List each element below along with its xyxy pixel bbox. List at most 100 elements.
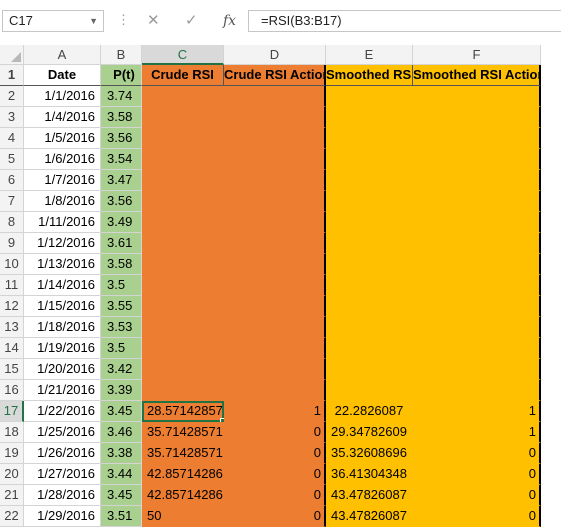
cell-crude-rsi-action[interactable]: 0 bbox=[224, 464, 326, 485]
cell-date[interactable]: 1/19/2016 bbox=[24, 338, 101, 359]
cell-date[interactable]: 1/15/2016 bbox=[24, 296, 101, 317]
cell-price[interactable]: 3.55 bbox=[101, 296, 142, 317]
row-header[interactable]: 11 bbox=[0, 275, 24, 296]
cell-crude-rsi[interactable] bbox=[142, 107, 224, 128]
column-header-a[interactable]: A bbox=[24, 45, 101, 65]
name-box[interactable]: C17 ▼ bbox=[2, 10, 104, 32]
cell-crude-rsi-action[interactable] bbox=[224, 275, 326, 296]
cell-date[interactable]: 1/5/2016 bbox=[24, 128, 101, 149]
cell-crude-rsi-action[interactable] bbox=[224, 212, 326, 233]
cell-smoothed-rsi[interactable]: 22.2826087 bbox=[326, 401, 413, 422]
cell-smoothed-rsi-action[interactable]: 0 bbox=[413, 443, 541, 464]
cell-crude-rsi-action[interactable] bbox=[224, 338, 326, 359]
cell-crude-rsi-action[interactable]: 0 bbox=[224, 485, 326, 506]
cell-smoothed-rsi[interactable]: 35.32608696 bbox=[326, 443, 413, 464]
cell-smoothed-rsi-action[interactable] bbox=[413, 317, 541, 338]
header-smoothed-rsi-action[interactable]: Smoothed RSI Action bbox=[413, 65, 541, 86]
cell-date[interactable]: 1/27/2016 bbox=[24, 464, 101, 485]
cell-crude-rsi[interactable]: 42.85714286 bbox=[142, 464, 224, 485]
cell-price[interactable]: 3.5 bbox=[101, 275, 142, 296]
cell-smoothed-rsi-action[interactable] bbox=[413, 296, 541, 317]
cell-date[interactable]: 1/29/2016 bbox=[24, 506, 101, 527]
cell-crude-rsi[interactable] bbox=[142, 254, 224, 275]
cell-smoothed-rsi[interactable] bbox=[326, 233, 413, 254]
column-header-f[interactable]: F bbox=[413, 45, 541, 65]
cell-smoothed-rsi[interactable] bbox=[326, 338, 413, 359]
cell-crude-rsi-action[interactable] bbox=[224, 128, 326, 149]
cell-smoothed-rsi-action[interactable] bbox=[413, 338, 541, 359]
cell-date[interactable]: 1/25/2016 bbox=[24, 422, 101, 443]
cell-price[interactable]: 3.44 bbox=[101, 464, 142, 485]
cell-crude-rsi-action[interactable] bbox=[224, 296, 326, 317]
cell-crude-rsi[interactable] bbox=[142, 380, 224, 401]
chevron-down-icon[interactable]: ▼ bbox=[89, 16, 98, 26]
cell-smoothed-rsi-action[interactable] bbox=[413, 170, 541, 191]
cell-smoothed-rsi[interactable] bbox=[326, 275, 413, 296]
cell-crude-rsi-action[interactable] bbox=[224, 380, 326, 401]
cell-crude-rsi-action[interactable]: 0 bbox=[224, 443, 326, 464]
cell-smoothed-rsi-action[interactable] bbox=[413, 275, 541, 296]
cell-price[interactable]: 3.49 bbox=[101, 212, 142, 233]
cell-crude-rsi[interactable]: 28.57142857 bbox=[142, 401, 224, 422]
cell-price[interactable]: 3.74 bbox=[101, 86, 142, 107]
cell-price[interactable]: 3.56 bbox=[101, 191, 142, 212]
cell-smoothed-rsi-action[interactable] bbox=[413, 380, 541, 401]
header-date[interactable]: Date bbox=[24, 65, 101, 86]
row-header[interactable]: 18 bbox=[0, 422, 24, 443]
cell-crude-rsi-action[interactable]: 0 bbox=[224, 506, 326, 527]
cell-crude-rsi[interactable] bbox=[142, 233, 224, 254]
row-header[interactable]: 15 bbox=[0, 359, 24, 380]
cell-price[interactable]: 3.45 bbox=[101, 401, 142, 422]
cell-price[interactable]: 3.51 bbox=[101, 506, 142, 527]
more-options-icon[interactable]: ⋮ bbox=[117, 12, 130, 27]
header-price[interactable]: P(t) bbox=[101, 65, 142, 86]
cell-crude-rsi-action[interactable] bbox=[224, 191, 326, 212]
cell-crude-rsi[interactable] bbox=[142, 149, 224, 170]
cell-smoothed-rsi-action[interactable]: 0 bbox=[413, 485, 541, 506]
insert-function-icon[interactable]: fx bbox=[223, 13, 237, 29]
cell-smoothed-rsi-action[interactable]: 0 bbox=[413, 506, 541, 527]
cell-smoothed-rsi[interactable] bbox=[326, 254, 413, 275]
cell-smoothed-rsi-action[interactable] bbox=[413, 254, 541, 275]
cell-smoothed-rsi-action[interactable]: 1 bbox=[413, 422, 541, 443]
cell-smoothed-rsi-action[interactable]: 0 bbox=[413, 464, 541, 485]
row-header[interactable]: 17 bbox=[0, 401, 24, 422]
cell-crude-rsi[interactable]: 35.71428571 bbox=[142, 443, 224, 464]
cell-smoothed-rsi-action[interactable] bbox=[413, 149, 541, 170]
cell-date[interactable]: 1/13/2016 bbox=[24, 254, 101, 275]
cell-price[interactable]: 3.47 bbox=[101, 170, 142, 191]
cell-price[interactable]: 3.61 bbox=[101, 233, 142, 254]
cell-date[interactable]: 1/21/2016 bbox=[24, 380, 101, 401]
row-header[interactable]: 19 bbox=[0, 443, 24, 464]
cell-smoothed-rsi[interactable] bbox=[326, 296, 413, 317]
cell-crude-rsi[interactable]: 50 bbox=[142, 506, 224, 527]
row-header[interactable]: 12 bbox=[0, 296, 24, 317]
cell-crude-rsi[interactable]: 35.71428571 bbox=[142, 422, 224, 443]
cell-crude-rsi[interactable] bbox=[142, 275, 224, 296]
row-header[interactable]: 4 bbox=[0, 128, 24, 149]
cell-smoothed-rsi-action[interactable] bbox=[413, 233, 541, 254]
cell-smoothed-rsi-action[interactable] bbox=[413, 86, 541, 107]
cell-crude-rsi-action[interactable] bbox=[224, 233, 326, 254]
cell-price[interactable]: 3.39 bbox=[101, 380, 142, 401]
cell-smoothed-rsi[interactable] bbox=[326, 317, 413, 338]
cell-date[interactable]: 1/28/2016 bbox=[24, 485, 101, 506]
cell-smoothed-rsi-action[interactable] bbox=[413, 128, 541, 149]
row-header[interactable]: 13 bbox=[0, 317, 24, 338]
header-crude-rsi[interactable]: Crude RSI bbox=[142, 65, 224, 86]
cell-date[interactable]: 1/6/2016 bbox=[24, 149, 101, 170]
row-header[interactable]: 8 bbox=[0, 212, 24, 233]
cell-crude-rsi[interactable] bbox=[142, 191, 224, 212]
cell-smoothed-rsi-action[interactable] bbox=[413, 107, 541, 128]
cell-date[interactable]: 1/18/2016 bbox=[24, 317, 101, 338]
cell-crude-rsi-action[interactable] bbox=[224, 149, 326, 170]
cell-smoothed-rsi-action[interactable] bbox=[413, 191, 541, 212]
enter-icon[interactable]: ✓ bbox=[185, 12, 198, 29]
cell-price[interactable]: 3.53 bbox=[101, 317, 142, 338]
cell-smoothed-rsi[interactable]: 43.47826087 bbox=[326, 485, 413, 506]
cell-price[interactable]: 3.58 bbox=[101, 107, 142, 128]
row-header[interactable]: 10 bbox=[0, 254, 24, 275]
cell-price[interactable]: 3.38 bbox=[101, 443, 142, 464]
row-header[interactable]: 14 bbox=[0, 338, 24, 359]
cell-crude-rsi-action[interactable] bbox=[224, 359, 326, 380]
